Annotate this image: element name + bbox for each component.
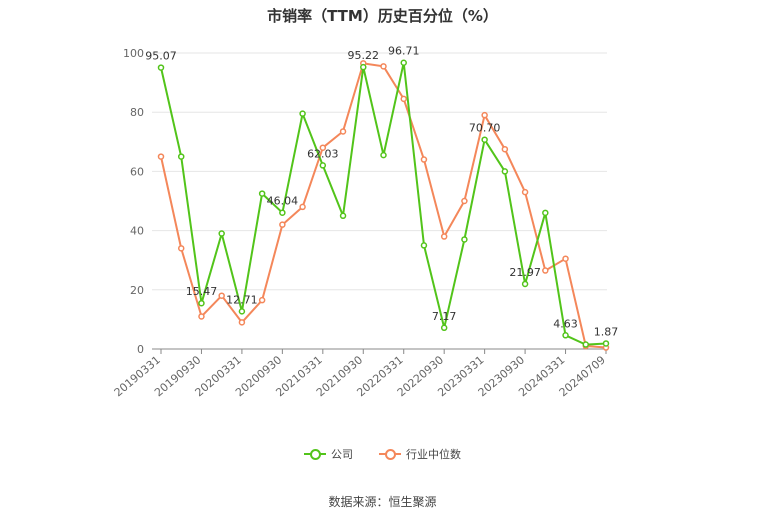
y-tick-label: 60 [130, 165, 144, 178]
data-point-industry [218, 292, 225, 299]
data-label: 62.03 [307, 147, 339, 160]
data-point-company [299, 110, 306, 117]
data-label: 46.04 [267, 195, 299, 208]
data-point-industry [481, 111, 488, 119]
legend-item-industry[interactable]: 行业中位数 [379, 446, 461, 462]
data-point-industry [521, 188, 529, 196]
y-tick-label: 100 [123, 47, 144, 60]
data-point-industry [177, 245, 185, 252]
y-tick-label: 40 [130, 225, 144, 238]
data-label: 21.97 [509, 266, 541, 279]
data-point-company [380, 151, 387, 159]
data-point-company [339, 212, 347, 220]
data-point-company [440, 324, 448, 332]
chart-title: 市销率（TTM）历史百分位（%） [267, 7, 498, 25]
data-label: 1.87 [594, 325, 619, 338]
data-point-company [400, 59, 407, 66]
data-point-industry [299, 203, 306, 211]
data-label: 70.70 [469, 122, 501, 135]
data-point-company [562, 332, 569, 339]
data-point-company [177, 153, 185, 160]
legend: 公司 行业中位数 [0, 446, 765, 462]
data-point-company [360, 63, 367, 71]
y-tick-label: 20 [130, 284, 144, 297]
data-label: 4.63 [553, 317, 578, 330]
data-point-company [258, 190, 266, 197]
data-point-company [542, 209, 549, 217]
data-label: 15.47 [186, 285, 218, 298]
data-point-company [521, 280, 529, 288]
data-point-company [602, 340, 610, 347]
data-point-company [198, 299, 205, 307]
data-point-company [481, 136, 488, 143]
data-point-industry [319, 144, 327, 151]
data-point-company [279, 209, 286, 216]
data-label: 95.22 [348, 49, 380, 62]
data-point-industry [258, 296, 266, 304]
legend-swatch-industry [379, 448, 401, 460]
data-point-industry [400, 95, 407, 103]
data-label: 95.07 [145, 50, 177, 63]
data-point-company [461, 236, 468, 243]
data-label: 7.17 [432, 310, 457, 323]
legend-label-industry: 行业中位数 [406, 448, 461, 461]
data-point-industry [420, 156, 428, 163]
data-point-industry [157, 153, 165, 160]
data-point-industry [238, 319, 246, 326]
legend-label-company: 公司 [331, 448, 353, 461]
y-tick-label: 0 [137, 343, 144, 356]
data-point-company [582, 341, 590, 348]
data-point-company [319, 162, 327, 169]
data-point-industry [279, 221, 286, 228]
y-tick-label: 80 [130, 106, 144, 119]
legend-swatch-company [304, 448, 326, 460]
source-note: 数据来源：恒生聚源 [328, 495, 437, 509]
data-point-industry [440, 233, 448, 240]
data-label: 96.71 [388, 45, 420, 58]
data-point-industry [380, 63, 387, 70]
data-point-industry [501, 145, 509, 153]
data-point-industry [542, 267, 549, 274]
data-point-company [501, 168, 509, 175]
data-point-industry [339, 128, 347, 135]
data-point-company [238, 308, 246, 315]
data-point-company [420, 242, 428, 249]
data-point-industry [198, 313, 205, 320]
data-point-industry [562, 255, 569, 262]
line-chart: 0204060801002019033120190930202003312020… [112, 45, 619, 400]
data-point-industry [461, 197, 468, 205]
data-point-company [157, 64, 165, 71]
data-point-company [218, 230, 225, 237]
data-label: 12.71 [226, 293, 258, 306]
legend-item-company[interactable]: 公司 [304, 446, 353, 462]
